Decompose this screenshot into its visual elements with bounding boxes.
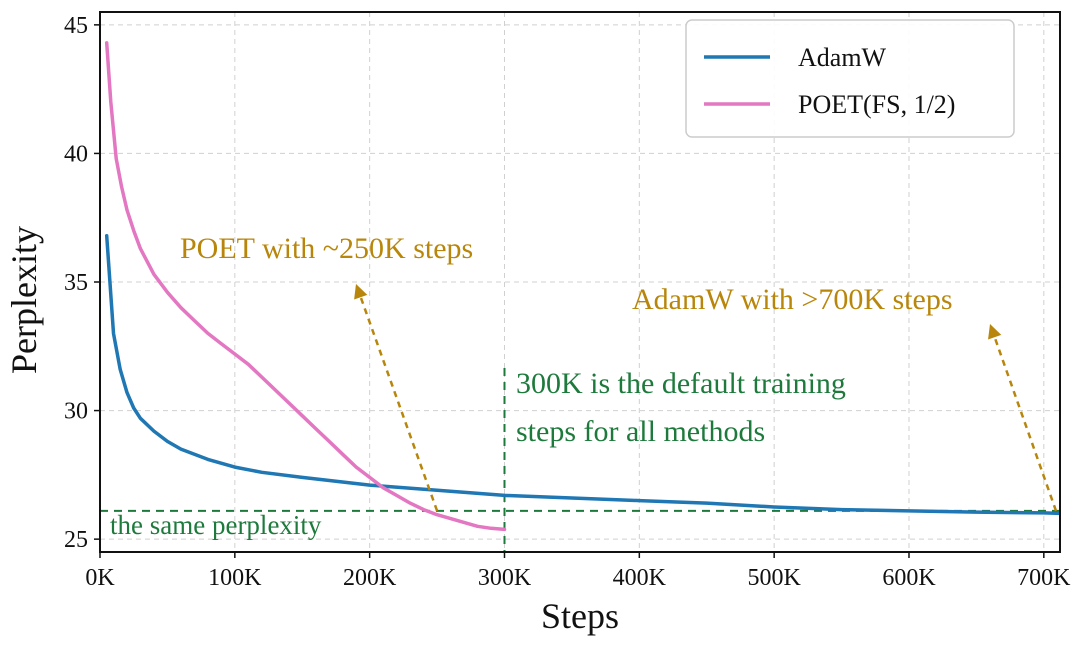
y-tick-label: 35 (64, 270, 88, 296)
y-axis-ticks: 25 30 35 40 45 (64, 13, 100, 553)
y-tick-label: 30 (64, 399, 88, 425)
x-tick-label: 300K (478, 565, 532, 591)
x-tick-label: 500K (747, 565, 801, 591)
x-tick-label: 700K (1017, 565, 1071, 591)
x-tick-label: 600K (882, 565, 936, 591)
x-tick-label: 0K (85, 565, 115, 591)
x-tick-label: 100K (208, 565, 262, 591)
arrow-adamw (993, 336, 1058, 512)
x-axis-label: Steps (541, 596, 619, 636)
legend-label-poet: POET(FS, 1/2) (798, 90, 955, 119)
y-axis-label: Perplexity (4, 226, 44, 374)
y-tick-label: 25 (64, 527, 88, 553)
annotation-poet-steps: POET with ~250K steps (180, 232, 473, 265)
legend: AdamW POET(FS, 1/2) (685, 19, 1015, 138)
series-lines (104, 41, 1060, 532)
x-axis-ticks: 0K 100K 200K 300K 400K 500K 600K 700K (85, 552, 1071, 591)
annotation-default-steps-line1: 300K is the default training (516, 367, 846, 400)
x-tick-label: 200K (343, 565, 397, 591)
series-line-poet (104, 41, 507, 532)
y-tick-label: 45 (64, 13, 88, 39)
legend-box (685, 19, 1015, 138)
arrow-poet-head (354, 284, 368, 300)
annotation-adamw-steps: AdamW with >700K steps (632, 283, 953, 316)
legend-label-adamw: AdamW (798, 43, 887, 72)
annotation-default-steps-line2: steps for all methods (516, 415, 765, 448)
y-tick-label: 40 (64, 141, 88, 167)
arrow-adamw-head (988, 324, 1002, 340)
annotation-same-perplexity: the same perplexity (110, 510, 322, 540)
arrow-poet (359, 296, 439, 512)
x-tick-label: 400K (613, 565, 667, 591)
annotation-arrows (354, 284, 1058, 512)
series-line-adamw (104, 233, 1060, 516)
